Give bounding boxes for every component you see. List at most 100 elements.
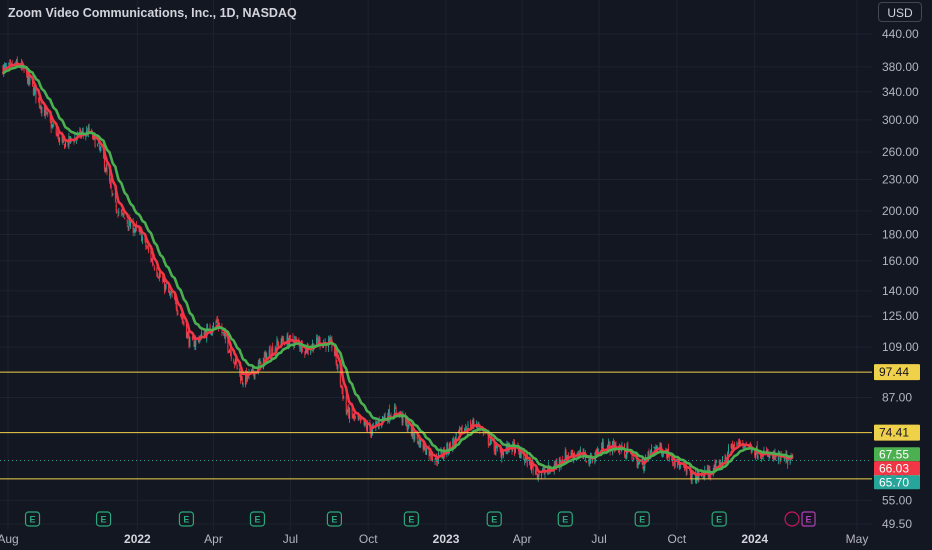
earnings-badge[interactable] <box>486 511 502 527</box>
candle-body <box>300 343 302 351</box>
candle-body <box>529 460 531 466</box>
candle-body <box>264 352 266 356</box>
earnings-badge[interactable] <box>326 511 343 527</box>
candle-body <box>649 453 651 455</box>
y-tick-label: 300.00 <box>882 113 919 127</box>
candle-body <box>130 219 132 228</box>
earnings-badge[interactable] <box>249 511 266 527</box>
candle-body <box>348 407 350 418</box>
candle-body <box>423 444 425 449</box>
earnings-badge[interactable] <box>178 511 195 527</box>
time-axis[interactable]: Aug 2022 Apr Jul Oct 2023 Apr Jul Oct 2024 May <box>0 532 868 546</box>
candle-body <box>727 446 729 454</box>
earnings-badge[interactable] <box>557 511 573 527</box>
candle-body <box>395 407 397 414</box>
candle-body <box>53 124 55 127</box>
candle-body <box>79 130 81 132</box>
level-label-bg[interactable] <box>874 364 920 381</box>
level-label-bg[interactable] <box>874 424 920 441</box>
candle-body <box>768 454 770 458</box>
candle-body <box>299 343 301 348</box>
candle-body <box>215 321 217 324</box>
candle-body <box>336 363 338 368</box>
candle-body <box>789 456 791 464</box>
dividend-split-icon[interactable] <box>784 511 800 527</box>
candle-body <box>393 407 395 418</box>
candle-body <box>668 454 670 460</box>
candle-body <box>689 471 691 475</box>
y-tick-label: 440.00 <box>882 27 919 41</box>
x-tick-label: Oct <box>359 532 378 546</box>
price-label-bg[interactable] <box>874 461 920 476</box>
candle-body <box>565 451 567 460</box>
earnings-badge[interactable] <box>403 511 419 527</box>
candle-body <box>304 353 306 355</box>
candle-body <box>116 211 118 213</box>
candle-body <box>138 228 140 231</box>
candle-body <box>739 441 741 444</box>
candle-body <box>653 447 655 448</box>
candle-body <box>27 74 29 85</box>
candle-body <box>123 213 125 217</box>
price-label: 66.03 <box>879 461 909 475</box>
candle-body <box>754 450 756 456</box>
candle-body <box>26 74 28 84</box>
candle-body <box>695 476 697 484</box>
candle-body <box>251 369 253 372</box>
candle-body <box>180 314 182 317</box>
candle-body <box>558 458 560 468</box>
candle-body <box>783 457 785 460</box>
candle-body <box>141 232 143 242</box>
price-label-bg[interactable] <box>874 447 920 462</box>
earnings-badge[interactable] <box>634 511 650 527</box>
candle-body <box>654 447 656 449</box>
candle-body <box>99 147 101 150</box>
candle-body <box>544 471 546 474</box>
upcoming-earnings-badge[interactable] <box>801 511 816 527</box>
candle-body <box>56 134 58 136</box>
price-axis[interactable]: 440.00 380.00 340.00 300.00 260.00 230.00 200.… <box>874 27 920 531</box>
candle-body <box>114 191 116 202</box>
candle-body <box>152 258 154 264</box>
candle-body <box>194 343 196 348</box>
candle-body <box>40 104 42 111</box>
candle-body <box>147 247 149 251</box>
earnings-badge[interactable] <box>24 511 41 527</box>
candle-body <box>411 427 413 435</box>
x-tick-label: 2024 <box>741 532 768 546</box>
candle-body <box>602 442 604 451</box>
candle-body <box>32 80 34 86</box>
candle-body <box>579 450 581 452</box>
candle-body <box>151 259 153 262</box>
candle-body <box>401 414 403 422</box>
candle-body <box>525 457 527 460</box>
candle-body <box>50 121 52 129</box>
candle-body <box>340 385 342 387</box>
candle-body <box>473 421 475 425</box>
candle-body <box>733 443 735 446</box>
candle-body <box>319 338 321 346</box>
candle-body <box>519 451 521 458</box>
candle-body <box>497 445 499 449</box>
candle-body <box>777 453 779 461</box>
candle-body <box>235 360 237 364</box>
candle-body <box>333 347 335 355</box>
currency-button[interactable]: USD <box>878 2 922 22</box>
earnings-badge[interactable] <box>711 511 727 527</box>
candle-body <box>660 444 662 449</box>
candle-body <box>245 372 247 385</box>
candle-body <box>760 455 762 459</box>
price-label-bg[interactable] <box>874 475 920 490</box>
candle-body <box>228 350 230 352</box>
candle-body <box>158 278 160 279</box>
x-tick-label: Aug <box>0 532 19 546</box>
candle-body <box>353 414 355 418</box>
candle-body <box>780 454 782 460</box>
candle-body <box>494 449 496 452</box>
candle-body <box>286 336 288 345</box>
candle-body <box>493 441 495 452</box>
earnings-badge[interactable] <box>95 511 112 527</box>
